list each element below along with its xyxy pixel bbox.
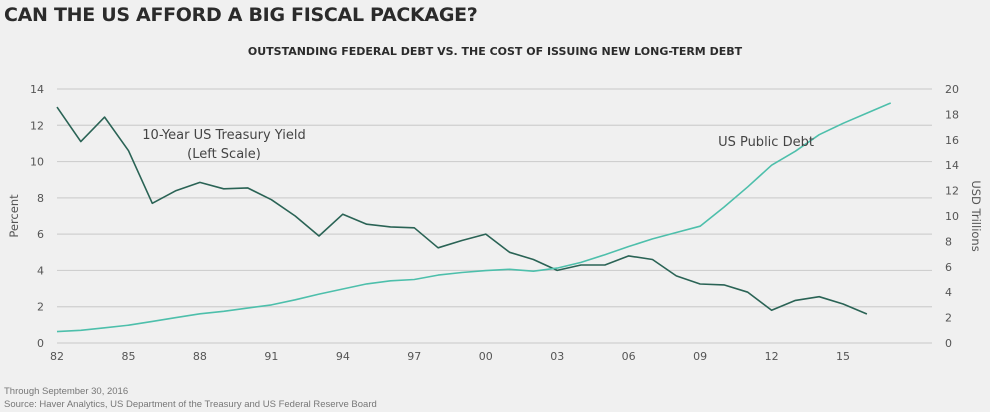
y-right-tick-label: 12 (945, 185, 959, 198)
y-left-tick-label: 4 (37, 264, 44, 277)
x-axis-ticks: 82 85 88 91 94 97 00 03 06 09 12 15 (50, 350, 850, 363)
treasury-yield-annotation-scale: (Left Scale) (187, 147, 261, 162)
y-left-tick-label: 6 (37, 228, 44, 241)
x-tick-label: 97 (407, 350, 421, 363)
y-left-tick-label: 10 (30, 156, 44, 169)
x-tick-label: 15 (836, 350, 850, 363)
x-tick-label: 09 (693, 350, 707, 363)
chart-subtitle: OUTSTANDING FEDERAL DEBT VS. THE COST OF… (247, 45, 743, 58)
x-tick-label: 88 (193, 350, 207, 363)
treasury-yield-annotation: 10-Year US Treasury Yield (142, 128, 305, 143)
x-tick-label: 91 (264, 350, 278, 363)
y-left-tick-label: 0 (37, 337, 44, 350)
y-left-tick-label: 12 (30, 119, 44, 132)
x-tick-label: 94 (336, 350, 350, 363)
y-left-tick-label: 14 (30, 83, 44, 96)
y-axis-right-ticks: 0 2 4 6 8 10 12 14 16 18 20 (945, 83, 959, 350)
y-right-tick-label: 6 (945, 261, 952, 274)
chart-title: CAN THE US AFFORD A BIG FISCAL PACKAGE? (4, 4, 478, 26)
footnote-source: Source: Haver Analytics, US Department o… (4, 399, 377, 410)
series-lines (56, 102, 892, 333)
series-annotations: 10-Year US Treasury Yield (Left Scale) US … (142, 128, 814, 162)
x-tick-label: 06 (622, 350, 636, 363)
public-debt-line (56, 102, 892, 333)
y-right-tick-label: 10 (945, 210, 959, 223)
y-right-tick-label: 8 (945, 235, 952, 248)
x-tick-label: 82 (50, 350, 64, 363)
x-tick-label: 03 (550, 350, 564, 363)
public-debt-annotation: US Public Debt (718, 135, 814, 150)
y-left-tick-label: 2 (37, 301, 44, 314)
y-axis-left-ticks: 0 2 4 6 8 10 12 14 (30, 83, 44, 350)
y-right-tick-label: 4 (945, 286, 952, 299)
y-right-tick-label: 0 (945, 337, 952, 350)
y-right-tick-label: 20 (945, 83, 959, 96)
y-right-tick-label: 16 (945, 134, 959, 147)
y-left-tick-label: 8 (37, 192, 44, 205)
gridlines (57, 88, 932, 344)
y-right-tick-label: 18 (945, 108, 959, 121)
x-tick-label: 00 (479, 350, 493, 363)
footnote-date: Through September 30, 2016 (4, 386, 129, 397)
x-tick-label: 85 (121, 350, 135, 363)
y-right-tick-label: 14 (945, 159, 959, 172)
y-axis-left-label: Percent (7, 194, 21, 238)
x-tick-label: 12 (765, 350, 779, 363)
treasury-yield-line (56, 106, 868, 315)
y-right-tick-label: 2 (945, 312, 952, 325)
y-axis-right-label: USD Trillions (969, 180, 983, 251)
